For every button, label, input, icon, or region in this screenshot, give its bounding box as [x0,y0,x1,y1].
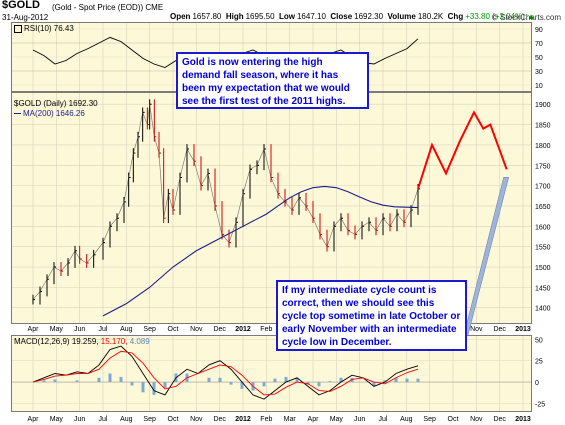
volume-value: 180.2K [417,12,444,21]
instrument-description: (Gold - Spot Price (EOD)) [52,3,144,12]
macd-x-tick-2: Jun [74,416,85,423]
rsi-y-tick-0: 10 [535,83,543,90]
price-y-tick-2: 1500 [535,265,551,272]
macd-legend-label: MACD(12,26,9) [14,337,70,346]
price-y-tick-5: 1650 [535,204,551,211]
macd-x-tick-8: Dec [213,416,226,423]
macd-legend-macd: 19.259, [71,337,99,346]
price-y-tick-4: 1600 [535,224,551,231]
price-x-tick-6: Oct [168,326,179,333]
exchange-label: CME [145,3,164,12]
macd-y-tick-2: 0 [535,380,539,387]
rsi-y-tick-2: 50 [535,55,543,62]
macd-x-tick-5: Sep [143,416,156,423]
price-y-tick-0: 1400 [535,306,551,313]
price-x-tick-3: Jul [99,326,108,333]
chart-date: 31-Aug-2012 [2,13,49,22]
chg-label: Chg [447,12,464,21]
price-x-tick-0: Apr [28,326,40,333]
callout-pointer [463,177,510,336]
stockcharts-watermark: © StockCharts.com [492,13,562,22]
up-arrow-icon: ▲ [527,12,535,21]
rsi-y-tick-4: 90 [535,27,543,34]
callout-bottom: If my intermediate cycle count is correc… [276,280,467,351]
macd-x-tick-6: Oct [168,416,179,423]
macd-x-tick-0: Apr [28,416,40,423]
price-x-tick-20: Dec [493,326,506,333]
price-x-tick-1: May [50,326,64,333]
ma200-line [102,185,419,317]
price-y-tick-8: 1800 [535,143,551,150]
price-line [32,104,419,300]
low-label: Low [278,12,295,21]
volume-label: Volume [387,12,416,21]
price-y-tick-6: 1700 [535,184,551,191]
macd-legend-signal: 15.170, [100,337,128,346]
macd-x-tick-14: Jun [354,416,365,423]
high-value: 1695.50 [245,12,275,21]
macd-x-tick-19: Nov [470,416,483,423]
macd-x-tick-3: Jul [99,416,108,423]
price-legend-text: $GOLD (Daily) 1692.30 [14,99,98,108]
ma-legend-swatch [14,113,21,115]
chg-value: +33.80 (+2.04%) [465,12,525,21]
price-legend: $GOLD (Daily) 1692.30 [14,99,98,108]
macd-x-tick-12: Apr [308,416,320,423]
price-x-tick-5: Sep [143,326,156,333]
macd-y-tick-1: 25 [535,359,543,366]
ma-legend: MA(200) 1646.26 [14,109,85,118]
rsi-y-tick-3: 70 [535,41,543,48]
price-x-tick-7: Nov [190,326,203,333]
rsi-legend-swatch [14,24,22,33]
macd-x-tick-13: May [330,416,344,423]
macd-y-tick-3: -25 [535,401,545,408]
price-x-tick-8: Dec [213,326,226,333]
macd-x-tick-7: Nov [190,416,203,423]
price-x-tick-10: Feb [260,326,272,333]
symbol-title: $GOLD [2,0,40,11]
open-value: 1657.80 [192,12,222,21]
price-y-tick-1: 1450 [535,285,551,292]
callout-top: Gold is now entering the high demand fal… [176,52,369,109]
macd-signal-line [32,350,419,396]
macd-legend: MACD(12,26,9) 19.259, 15.170, 4.089 [14,337,150,346]
macd-x-tick-10: Feb [260,416,272,423]
macd-y-tick-0: 50 [535,337,543,344]
macd-legend-hist: 4.089 [129,337,150,346]
price-y-tick-10: 1900 [535,102,551,109]
high-label: High [225,12,244,21]
open-label: Open [170,12,191,21]
price-x-tick-21: 2013 [515,326,531,333]
price-y-tick-9: 1850 [535,123,551,130]
projection-line [417,110,508,190]
low-value: 1647.10 [296,12,326,21]
macd-x-tick-20: Dec [493,416,506,423]
price-x-tick-19: Nov [470,326,483,333]
macd-x-tick-17: Sep [423,416,436,423]
ma-legend-text: MA(200) 1646.26 [23,109,85,118]
instrument-name: (Gold - Spot Price (EOD)) CME [52,3,163,12]
macd-x-tick-16: Aug [400,416,413,423]
price-y-tick-7: 1750 [535,163,551,170]
price-x-tick-4: Aug [120,326,133,333]
price-x-tick-9: 2012 [235,326,251,333]
macd-x-tick-15: Jul [379,416,388,423]
macd-x-tick-21: 2013 [515,416,531,423]
close-label: Close [330,12,353,21]
rsi-legend: RSI(10) 76.43 [14,24,74,33]
rsi-y-tick-1: 30 [535,69,543,76]
macd-x-tick-9: 2012 [235,416,251,423]
macd-x-tick-11: Mar [284,416,297,423]
rsi-legend-text: RSI(10) 76.43 [24,24,74,33]
close-value: 1692.30 [354,12,384,21]
macd-x-tick-1: May [50,416,64,423]
macd-x-tick-4: Aug [120,416,133,423]
macd-line [32,345,419,400]
macd-x-tick-18: Oct [448,416,459,423]
quote-bar: Open 1657.80 High 1695.50 Low 1647.10 Close… [170,12,535,21]
price-y-tick-3: 1550 [535,245,551,252]
price-x-tick-2: Jun [74,326,85,333]
